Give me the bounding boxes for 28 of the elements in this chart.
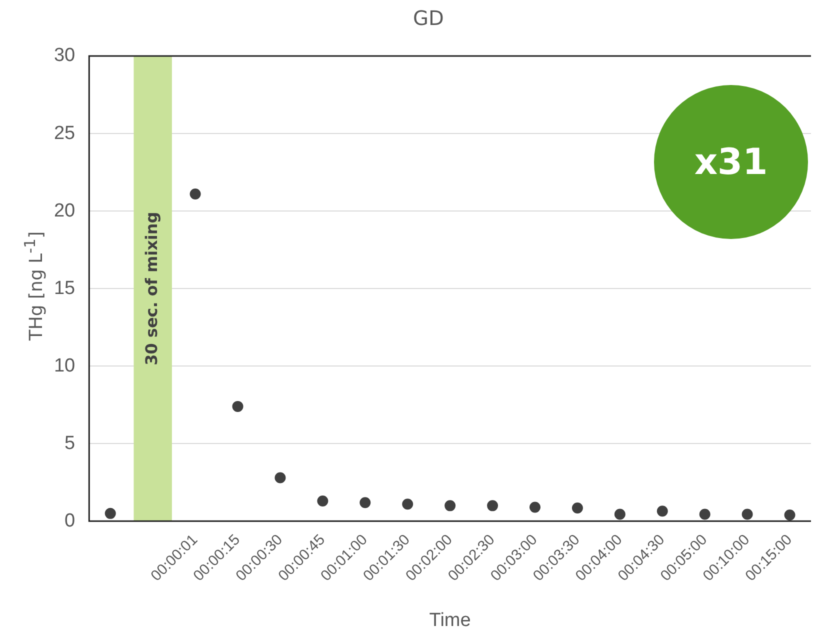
y-tick-label: 10	[54, 355, 76, 376]
chart-title: GD	[413, 6, 444, 30]
point	[402, 498, 414, 510]
y-tick-label: 20	[54, 200, 76, 222]
y-tick-label: 0	[64, 510, 76, 532]
point	[529, 502, 540, 513]
y-tick-label: 15	[54, 278, 76, 299]
point	[742, 508, 753, 520]
circle-badge: x31	[654, 85, 808, 239]
annotation: 30 sec. of mixing	[142, 212, 161, 366]
point	[190, 188, 201, 200]
point	[572, 502, 583, 514]
y-tick-label: 30	[54, 45, 76, 66]
point	[360, 497, 371, 508]
point	[699, 508, 710, 520]
point	[784, 509, 796, 520]
x-axis-title: Time	[429, 610, 471, 631]
point	[104, 508, 116, 519]
point	[232, 400, 244, 412]
point	[614, 508, 626, 520]
annotation: x31	[694, 142, 768, 182]
point	[444, 500, 456, 512]
point	[656, 506, 668, 517]
y-tick-label: 5	[64, 432, 76, 454]
point	[317, 496, 328, 507]
point	[274, 472, 286, 484]
point	[487, 500, 498, 512]
y-tick-label: 25	[54, 122, 76, 144]
